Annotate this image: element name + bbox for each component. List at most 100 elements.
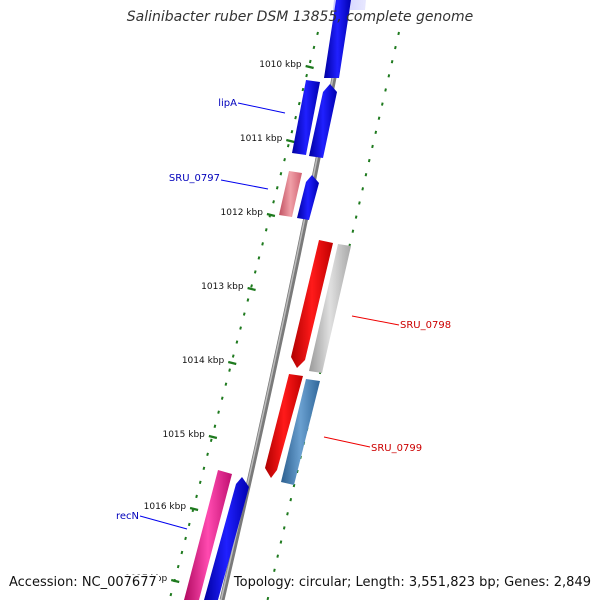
- guide-dot: [312, 45, 316, 50]
- guide-dot: [176, 564, 180, 569]
- guide-dot: [371, 144, 374, 149]
- guide-dot: [180, 550, 184, 555]
- guide-dot: [283, 158, 286, 162]
- guide-dot: [381, 102, 384, 106]
- tick-label: 1014 kbp: [182, 356, 225, 366]
- gene-recN[interactable]: [184, 470, 232, 600]
- tick-mark: [227, 360, 237, 366]
- guide-dot: [261, 242, 264, 246]
- guide-dot: [384, 88, 387, 92]
- guide-dot: [220, 396, 224, 400]
- recN-leader: [139, 515, 188, 530]
- guide-dot: [276, 554, 279, 558]
- guide-dot: [358, 201, 361, 205]
- tick-mark: [286, 138, 295, 144]
- tick-mark: [170, 578, 180, 584]
- guide-dot: [217, 410, 220, 414]
- guide-dot: [213, 424, 217, 428]
- accession-text: Accession: NC_007677: [9, 575, 159, 590]
- guide-dot: [242, 312, 246, 316]
- guide-dot: [354, 215, 358, 219]
- SRU_0799-leader: [323, 436, 371, 448]
- lipA-leader: [237, 102, 286, 114]
- SRU_0797-leader: [220, 179, 269, 190]
- genome-summary-text: Topology: circular; Length: 3,551,823 bp…: [233, 575, 591, 590]
- gene-label-leaders: [139, 102, 400, 530]
- tick-label: 1010 kbp: [259, 60, 302, 70]
- guide-dot: [206, 452, 209, 457]
- guide-dot: [253, 270, 257, 274]
- guide-dot: [169, 592, 173, 597]
- label-SRU_0797[interactable]: SRU_0797: [169, 173, 220, 184]
- gene-SRU_0797[interactable]: [279, 171, 302, 217]
- guide-dot: [374, 130, 378, 135]
- tick-mark: [305, 64, 314, 70]
- tick-label: 1011 kbp: [240, 134, 283, 144]
- guide-dot: [273, 568, 276, 572]
- guide-dot: [272, 200, 275, 204]
- gene-SRU_0798[interactable]: [291, 240, 333, 368]
- tick-mark: [208, 434, 218, 440]
- label-lipA[interactable]: lipA: [218, 98, 237, 109]
- guide-dot: [364, 173, 368, 177]
- gene-labels: lipA SRU_0797 SRU_0798 SRU_0799 recN: [116, 98, 451, 522]
- gene-SRU_0799[interactable]: [281, 379, 320, 485]
- guide-dot: [257, 256, 261, 260]
- guide-dot: [286, 512, 289, 516]
- gene-next-SRU_0797[interactable]: [297, 175, 319, 220]
- gene-top-blue[interactable]: [324, 0, 351, 78]
- guide-dot: [235, 340, 239, 344]
- guide-dot: [187, 522, 191, 527]
- guide-dot: [275, 186, 279, 190]
- guide-dot: [387, 74, 391, 78]
- guide-dot: [250, 284, 253, 288]
- guide-dot: [305, 73, 308, 78]
- guide-dot: [308, 59, 312, 64]
- guide-dot: [361, 187, 365, 191]
- guide-dot: [397, 31, 400, 36]
- guide-dot: [297, 101, 301, 106]
- tick-label: 1016 kbp: [144, 502, 187, 512]
- SRU_0798-leader: [351, 315, 400, 326]
- tick-label: 1015 kbp: [162, 430, 205, 440]
- tick-mark: [247, 286, 256, 292]
- label-SRU_0798[interactable]: SRU_0798: [400, 320, 451, 331]
- guide-dot: [228, 368, 231, 372]
- guide-dot: [316, 31, 319, 36]
- gene-next-recN[interactable]: [204, 477, 249, 600]
- gene-features: [184, 0, 366, 600]
- label-recN[interactable]: recN: [116, 511, 139, 522]
- guide-dot: [209, 438, 213, 442]
- guide-dot: [301, 87, 305, 92]
- tick-mark: [189, 506, 199, 512]
- guide-dot: [377, 116, 381, 120]
- guide-dot: [246, 298, 250, 302]
- gene-next-lipA[interactable]: [309, 84, 337, 158]
- guide-dot: [266, 596, 270, 600]
- guide-dot: [184, 536, 187, 541]
- guide-dot: [367, 158, 371, 163]
- label-SRU_0799[interactable]: SRU_0799: [371, 443, 422, 454]
- inner-dotted-guide: [169, 31, 319, 597]
- tick-label: 1012 kbp: [221, 208, 264, 218]
- guide-dot: [289, 497, 293, 502]
- guide-dot: [224, 382, 228, 386]
- guide-dot: [231, 354, 235, 358]
- gene-lipA[interactable]: [292, 80, 320, 155]
- guide-dot: [394, 45, 397, 50]
- guide-dot: [195, 494, 198, 499]
- gene-SRU_0798-partner[interactable]: [309, 244, 351, 373]
- map-title: Salinibacter ruber DSM 13855, complete g…: [126, 9, 474, 25]
- guide-dot: [264, 228, 268, 232]
- guide-dot: [294, 115, 297, 120]
- genome-backbone: [219, 0, 352, 600]
- guide-dot: [279, 540, 283, 544]
- gene-SRU_0799-partner[interactable]: [265, 374, 303, 478]
- guide-dot: [292, 483, 296, 488]
- tick-label: 1013 kbp: [201, 282, 244, 292]
- guide-dot: [290, 129, 294, 134]
- guide-dot: [351, 229, 355, 233]
- guide-dot: [198, 480, 202, 485]
